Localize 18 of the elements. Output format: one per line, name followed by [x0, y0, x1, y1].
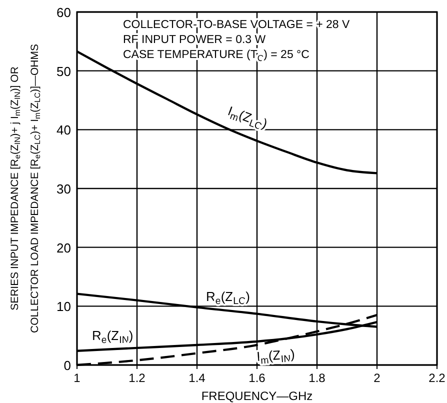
y-tick-label: 60	[56, 5, 71, 20]
series-label: R$_{e}$(Z$_{LC}$)	[206, 288, 250, 307]
x-tick-label: 1.8	[308, 371, 326, 385]
x-axis-title: FREQUENCY—GHz	[201, 389, 313, 403]
y-tick-label: 20	[56, 240, 71, 256]
series-label: R$_{e}$(Z$_{IN}$)	[92, 328, 134, 346]
x-tick-label: 1	[74, 371, 81, 385]
y-tick-label: 40	[56, 122, 71, 138]
y-tick-label: 50	[56, 64, 71, 79]
y-tick-label: 10	[56, 299, 71, 314]
x-tick-label: 2.2	[428, 371, 446, 385]
series-label: I$_{m}$(Z$_{IN}$)	[256, 346, 296, 367]
y-tick-label: 30	[56, 182, 71, 196]
x-tick-label: 2	[374, 371, 381, 385]
x-tick-label: 1.4	[188, 371, 206, 385]
x-tick-label: 1.2	[128, 371, 146, 385]
y-tick-label: 0	[64, 358, 71, 373]
x-tick-label: 1.6	[248, 371, 266, 385]
